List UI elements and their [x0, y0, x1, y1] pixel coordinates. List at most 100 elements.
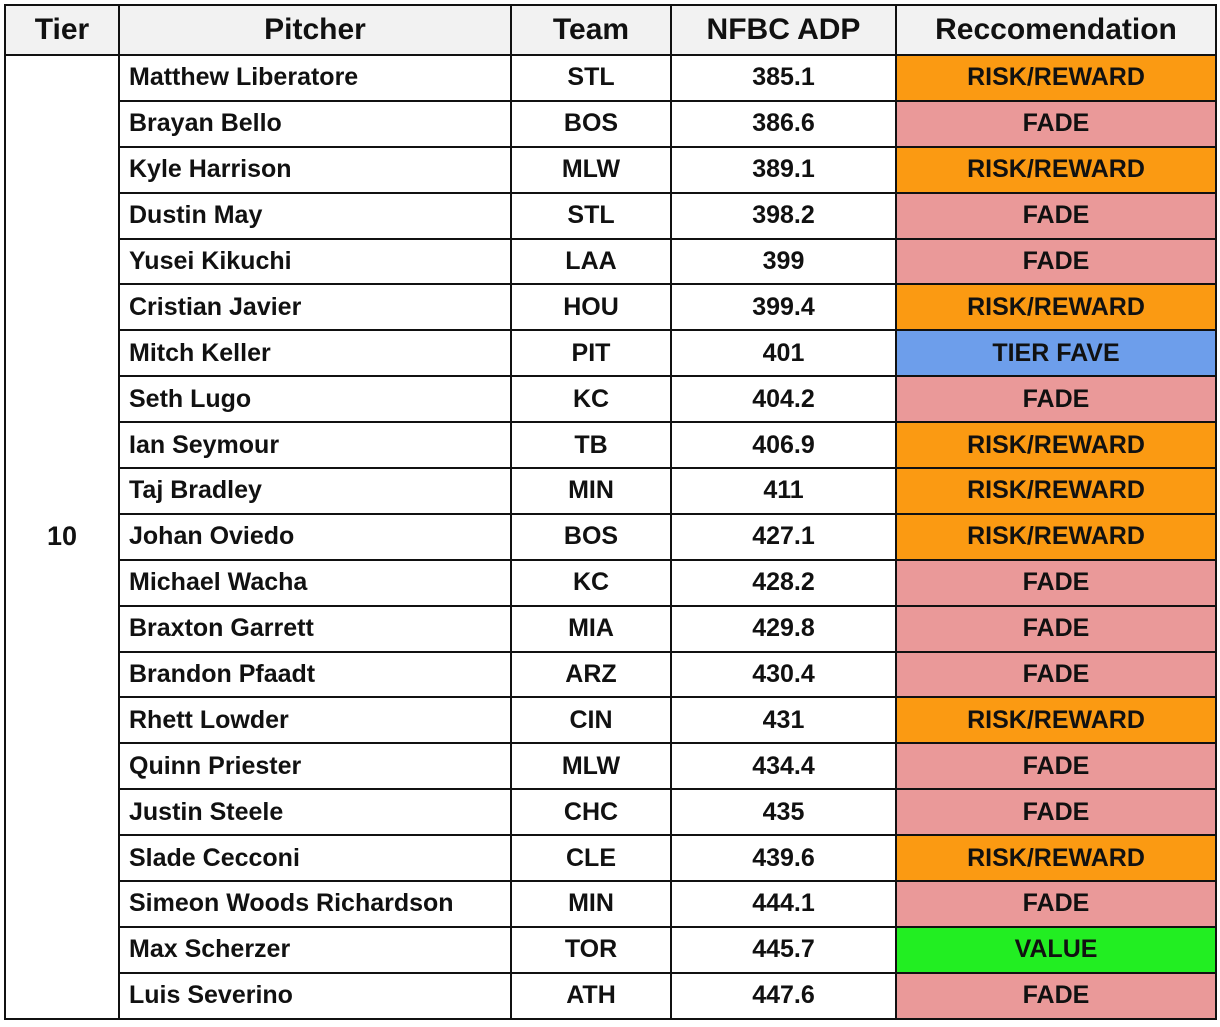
- adp: 444.1: [670, 880, 897, 928]
- adp: 406.9: [670, 421, 897, 470]
- team: BOS: [510, 512, 672, 561]
- team: MLW: [510, 742, 672, 791]
- recommendation: TIER FAVE: [895, 329, 1217, 378]
- team: MLW: [510, 145, 672, 194]
- team: MIN: [510, 880, 672, 928]
- team: PIT: [510, 329, 672, 378]
- adp: 389.1: [670, 145, 897, 194]
- pitcher-row: Cristian Javier HOU 399.4 RISK/REWARD: [5, 283, 1217, 332]
- pitcher-row: Braxton Garrett MIA 429.8 FADE: [5, 604, 1217, 653]
- header-cell: Reccomendation: [895, 4, 1217, 56]
- pitcher-row: Luis Severino ATH 447.6 FADE: [5, 971, 1217, 1020]
- header-row: Tier Pitcher Team NFBC ADP Reccomendation: [4, 4, 1217, 56]
- pitcher-row: Justin Steele CHC 435 FADE: [5, 788, 1217, 837]
- pitcher-name: Luis Severino: [118, 971, 512, 1020]
- recommendation: FADE: [895, 650, 1217, 699]
- adp: 435: [670, 788, 897, 837]
- pitcher-row: Rhett Lowder CIN 431 RISK/REWARD: [5, 696, 1217, 745]
- header-cell: NFBC ADP: [670, 4, 897, 56]
- team: ARZ: [510, 650, 672, 699]
- pitcher-row: Max Scherzer TOR 445.7 VALUE: [5, 925, 1217, 974]
- recommendation: RISK/REWARD: [895, 512, 1217, 561]
- recommendation: FADE: [895, 99, 1217, 148]
- header-cell: Tier: [4, 4, 120, 56]
- pitcher-row: Brandon Pfaadt ARZ 430.4 FADE: [5, 650, 1217, 699]
- recommendation: RISK/REWARD: [895, 283, 1217, 332]
- recommendation: VALUE: [895, 925, 1217, 974]
- team: CIN: [510, 696, 672, 745]
- table-header: Tier Pitcher Team NFBC ADP Reccomendation: [4, 4, 1217, 56]
- adp: 447.6: [670, 971, 897, 1020]
- pitcher-name: Yusei Kikuchi: [118, 237, 512, 286]
- team: STL: [510, 54, 672, 102]
- adp: 399.4: [670, 283, 897, 332]
- adp: 429.8: [670, 604, 897, 653]
- team: TB: [510, 421, 672, 470]
- pitcher-name: Dustin May: [118, 191, 512, 240]
- pitcher-name: Ian Seymour: [118, 421, 512, 470]
- pitcher-name: Brayan Bello: [118, 99, 512, 148]
- adp: 385.1: [670, 54, 897, 102]
- recommendation: FADE: [895, 191, 1217, 240]
- pitcher-row: Taj Bradley MIN 411 RISK/REWARD: [5, 467, 1217, 515]
- header-cell: Pitcher: [118, 4, 512, 56]
- recommendation: FADE: [895, 788, 1217, 837]
- recommendation: RISK/REWARD: [895, 834, 1217, 883]
- team: ATH: [510, 971, 672, 1020]
- adp: 430.4: [670, 650, 897, 699]
- adp: 411: [670, 467, 897, 515]
- pitcher-name: Taj Bradley: [118, 467, 512, 515]
- pitcher-name: Slade Cecconi: [118, 834, 512, 883]
- pitcher-name: Seth Lugo: [118, 375, 512, 424]
- adp: 434.4: [670, 742, 897, 791]
- pitcher-name: Cristian Javier: [118, 283, 512, 332]
- pitcher-name: Quinn Priester: [118, 742, 512, 791]
- team: BOS: [510, 99, 672, 148]
- pitcher-row: Quinn Priester MLW 434.4 FADE: [5, 742, 1217, 791]
- adp: 427.1: [670, 512, 897, 561]
- team: KC: [510, 375, 672, 424]
- team: KC: [510, 558, 672, 607]
- pitcher-name: Braxton Garrett: [118, 604, 512, 653]
- pitcher-row: Johan Oviedo BOS 427.1 RISK/REWARD: [5, 512, 1217, 561]
- pitcher-row: 10 Matthew Liberatore STL 385.1 RISK/REWARD: [4, 54, 1217, 1020]
- pitcher-name: Simeon Woods Richardson: [118, 880, 512, 928]
- recommendation: RISK/REWARD: [895, 696, 1217, 745]
- pitcher-row: Michael Wacha KC 428.2 FADE: [5, 558, 1217, 607]
- recommendation: RISK/REWARD: [895, 145, 1217, 194]
- team: CLE: [510, 834, 672, 883]
- adp: 401: [670, 329, 897, 378]
- team: MIN: [510, 467, 672, 515]
- pitcher-name: Max Scherzer: [118, 925, 512, 974]
- pitcher-name: Justin Steele: [118, 788, 512, 837]
- team: LAA: [510, 237, 672, 286]
- recommendation: FADE: [895, 742, 1217, 791]
- recommendation: FADE: [895, 237, 1217, 286]
- adp: 399: [670, 237, 897, 286]
- pitcher-name: Kyle Harrison: [118, 145, 512, 194]
- recommendation: FADE: [895, 558, 1217, 607]
- table-body: 10 Matthew Liberatore STL 385.1 RISK/REWARD B…: [4, 54, 1217, 1020]
- adp: 398.2: [670, 191, 897, 240]
- recommendation: RISK/REWARD: [895, 421, 1217, 470]
- pitcher-row: Kyle Harrison MLW 389.1 RISK/REWARD: [5, 145, 1217, 194]
- team: CHC: [510, 788, 672, 837]
- adp: 428.2: [670, 558, 897, 607]
- team: STL: [510, 191, 672, 240]
- adp: 439.6: [670, 834, 897, 883]
- tier-table: Tier Pitcher Team NFBC ADP Reccomendation 10…: [4, 4, 1217, 1020]
- pitcher-row: Slade Cecconi CLE 439.6 RISK/REWARD: [5, 834, 1217, 883]
- adp: 404.2: [670, 375, 897, 424]
- recommendation: FADE: [895, 971, 1217, 1020]
- pitcher-name: Matthew Liberatore: [118, 54, 512, 102]
- team: TOR: [510, 925, 672, 974]
- pitcher-name: Brandon Pfaadt: [118, 650, 512, 699]
- tier-cell: 10: [4, 54, 120, 1020]
- recommendation: RISK/REWARD: [895, 467, 1217, 515]
- pitcher-row: Seth Lugo KC 404.2 FADE: [5, 375, 1217, 424]
- pitcher-row: Ian Seymour TB 406.9 RISK/REWARD: [5, 421, 1217, 470]
- pitcher-name: Mitch Keller: [118, 329, 512, 378]
- adp: 431: [670, 696, 897, 745]
- recommendation: FADE: [895, 375, 1217, 424]
